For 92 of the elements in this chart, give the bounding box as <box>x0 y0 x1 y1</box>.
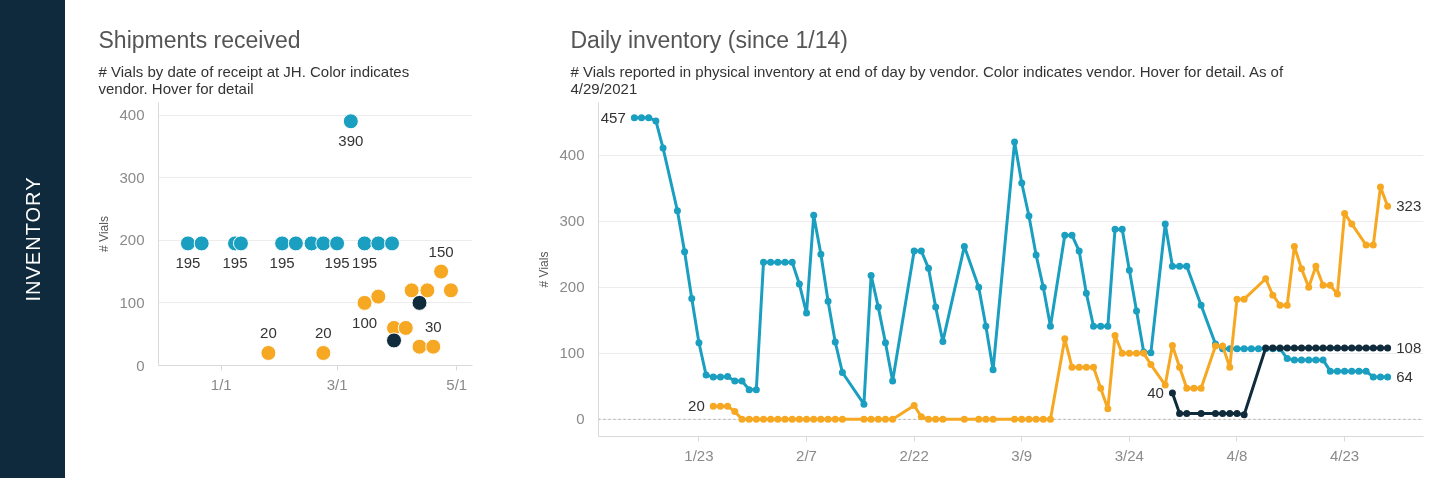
y-tick-label: 200 <box>119 231 145 249</box>
point <box>411 338 428 355</box>
point <box>403 282 420 299</box>
text: INVENTORY <box>20 176 45 302</box>
point <box>1333 344 1341 352</box>
data-label: 20 <box>315 323 332 341</box>
chart-subtitle: # Vials by date of receipt at JH. Color indicates vendor. Hover for detail <box>98 62 410 97</box>
x-tick-label: 3/24 <box>1114 446 1144 464</box>
point <box>433 263 450 280</box>
chart-title: Shipments received <box>98 26 301 53</box>
point <box>315 344 332 361</box>
x-tick-label: 4/8 <box>1226 446 1248 464</box>
point <box>370 288 387 305</box>
y-tick-label: 300 <box>119 168 145 186</box>
point <box>411 294 428 311</box>
point <box>1197 409 1205 417</box>
x-tick-label: 1/1 <box>210 375 232 393</box>
point <box>397 319 414 336</box>
point <box>384 235 401 252</box>
data-label: 30 <box>424 317 442 335</box>
data-label: 150 <box>428 242 454 260</box>
data-label: 195 <box>269 254 295 272</box>
y-tick-label: 100 <box>119 293 145 311</box>
data-label: 20 <box>688 397 705 415</box>
data-label: 20 <box>260 323 277 341</box>
point <box>315 235 332 252</box>
data-label: 195 <box>175 254 201 272</box>
point <box>1384 344 1392 352</box>
point <box>1369 344 1377 352</box>
chart-subtitle: # Vials reported in physical inventory at end of day by vendor. Color indicates vendor. Hover for detail. As of 4/29/2021 <box>570 62 1284 97</box>
x-tick-label: 4/23 <box>1329 446 1360 464</box>
point <box>419 282 436 299</box>
x-tick-label: 5/1 <box>446 375 468 393</box>
data-label: 40 <box>1147 383 1164 401</box>
point <box>425 338 442 355</box>
point <box>1362 344 1370 352</box>
point <box>1348 344 1356 352</box>
point <box>260 344 277 361</box>
point <box>1298 344 1306 352</box>
data-label: 195 <box>352 254 378 272</box>
point <box>287 235 304 252</box>
point <box>1168 389 1176 397</box>
y-tick-label: 100 <box>559 344 585 362</box>
point <box>232 235 249 252</box>
data-label: 323 <box>1396 197 1422 215</box>
data-label: 108 <box>1396 339 1422 357</box>
point <box>1319 344 1327 352</box>
data-label: 195 <box>324 254 350 272</box>
point <box>1176 409 1184 417</box>
point <box>329 235 346 252</box>
point <box>356 294 373 311</box>
chart-title: Daily inventory (since 1/14) <box>570 26 848 53</box>
point <box>1183 409 1191 417</box>
y-axis-title: # Vials <box>537 251 552 288</box>
point <box>1355 344 1363 352</box>
y-tick-label: 400 <box>559 146 585 164</box>
y-axis-title: # Vials <box>97 216 112 252</box>
point <box>386 332 402 349</box>
point <box>1219 409 1227 417</box>
point <box>356 235 373 252</box>
point <box>1283 344 1291 352</box>
point <box>193 235 210 252</box>
y-tick-label: 400 <box>119 106 145 124</box>
point <box>1326 344 1334 352</box>
point <box>1290 344 1298 352</box>
y-tick-label: 0 <box>136 356 145 374</box>
point <box>342 113 359 130</box>
x-tick-label: 1/23 <box>684 446 714 464</box>
data-label: 100 <box>352 313 378 331</box>
point <box>1376 344 1384 352</box>
point <box>1341 344 1349 352</box>
point <box>370 235 387 252</box>
x-tick-label: 3/1 <box>326 375 348 393</box>
point <box>274 235 291 252</box>
point <box>179 235 196 252</box>
y-tick-label: 300 <box>559 212 585 230</box>
point <box>442 282 459 299</box>
x-tick-label: 2/7 <box>796 446 817 464</box>
data-label: 390 <box>338 132 364 150</box>
point <box>1305 344 1313 352</box>
data-label: 64 <box>1396 368 1413 386</box>
data-label: 195 <box>222 254 248 272</box>
x-tick-label: 3/9 <box>1011 446 1033 464</box>
point <box>1226 409 1234 417</box>
point <box>1240 411 1248 419</box>
point <box>1211 409 1219 417</box>
x-tick-label: 2/22 <box>899 446 929 464</box>
y-tick-label: 0 <box>576 410 585 428</box>
point <box>1312 344 1320 352</box>
y-tick-label: 200 <box>559 278 585 296</box>
data-label: 457 <box>600 108 626 126</box>
point <box>1233 409 1241 417</box>
